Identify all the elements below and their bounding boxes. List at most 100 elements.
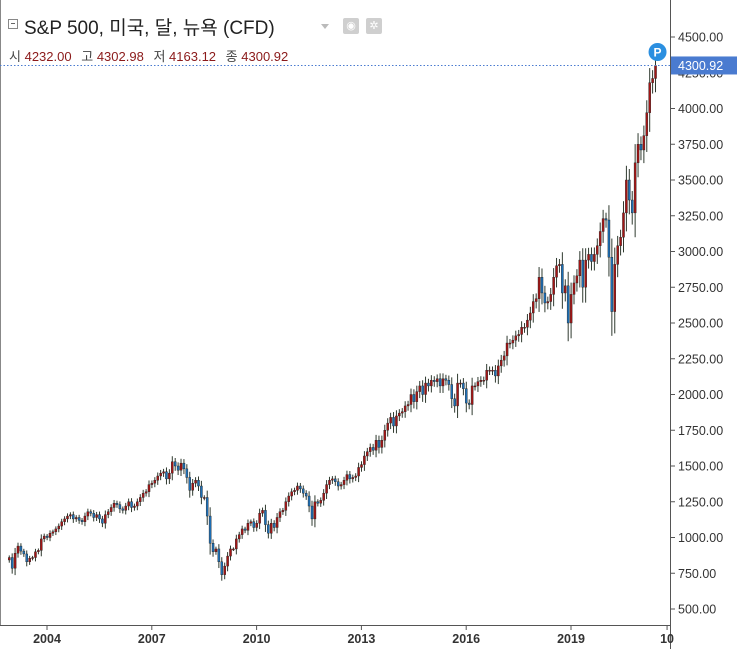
candle-body [8,557,11,561]
candle-body [272,523,276,528]
candle-body [462,382,465,389]
candle-body [141,492,145,498]
close-value: 4300.92 [241,49,289,64]
candle-body [380,440,384,448]
y-tick-label: 1750.00 [678,424,723,438]
candle-body [252,521,256,528]
y-tick-label: 1000.00 [678,531,723,545]
candle-body [348,474,352,480]
candle-body [302,488,305,494]
candle-body [229,548,232,557]
candle-body [351,477,355,480]
candle-body [514,335,518,341]
candle-body [130,501,133,508]
candle-body [136,501,139,507]
plot-area[interactable] [2,3,670,625]
candle-body [176,465,180,471]
candle-body [19,545,23,552]
candle-body [31,557,34,559]
candle-body [360,464,363,468]
candle-body [424,382,427,395]
candle-body [89,511,93,514]
gear-icon[interactable]: ✲ [366,18,382,34]
candle-body [368,447,372,452]
candle-body [37,550,40,552]
x-tick-label: 10 [660,632,674,646]
candle-body [517,334,520,337]
last-price-tag [671,56,737,75]
candle-body [401,411,404,414]
candle-body [366,451,369,457]
candle-body [173,461,177,467]
candle-body [447,380,451,385]
candle-body [147,484,151,492]
candle-body [604,218,608,221]
candle-body [523,327,526,329]
candle-body [261,510,264,514]
candle-body [290,491,293,497]
candle-body [80,520,84,522]
candle-body [331,478,334,481]
candle-body [371,447,375,451]
candle-body [74,517,78,520]
candle-body [304,492,308,497]
eye-icon[interactable]: ◉ [343,18,359,34]
candle-body [526,319,529,328]
candle-body [66,515,69,520]
candle-body [165,471,168,480]
candle-body [438,378,442,387]
candle-body [118,504,122,510]
candle-body [392,417,395,427]
candle-body [194,480,197,484]
x-tick-label: 2019 [557,632,585,646]
candle-body [386,422,389,431]
candle-body [543,292,547,304]
candle-body [639,144,643,151]
candle-body [322,492,325,501]
y-tick-label: 500.00 [678,603,716,617]
candle-body [497,365,500,377]
symbol-title[interactable]: S&P 500, 미국, 달, 뉴욕 (CFD) [24,18,275,39]
p-marker-icon[interactable] [648,43,667,61]
candle-body [22,550,26,555]
candle-body [217,548,221,563]
candle-body [395,415,398,427]
candle-body [613,264,617,312]
high-value: 4302.98 [96,49,144,64]
candle-body [255,523,258,528]
candle-body [398,412,401,417]
candle-body [403,405,407,412]
x-tick-label: 2004 [33,632,61,646]
candle-body [596,245,599,255]
candle-body [473,385,477,388]
candle-body [601,218,605,232]
collapse-button[interactable] [8,19,18,29]
candle-body [450,384,453,399]
candle-body [502,355,506,361]
y-tick-label: 4500.00 [678,31,723,45]
candle-body [336,481,340,487]
y-tick-label: 3500.00 [678,174,723,188]
candle-body [537,277,541,299]
candle-body [520,327,523,335]
candle-body [598,231,602,246]
candle-body [456,382,459,407]
p-marker-label[interactable]: P [654,46,662,60]
candle-body [48,533,52,538]
candle-body [581,259,584,288]
candle-body [182,462,186,470]
candle-body [383,430,387,441]
high-label: 고 [81,49,94,64]
chevron-down-icon[interactable] [321,24,329,29]
candle-body [511,339,515,344]
candle-body [485,369,488,381]
x-tick-label: 2007 [138,632,166,646]
candle-body [465,388,468,404]
candle-body [293,490,296,492]
candle-body [482,380,486,382]
candle-body [532,301,535,314]
candle-body [561,264,564,294]
candle-body [92,512,95,518]
candle-body [40,538,43,551]
